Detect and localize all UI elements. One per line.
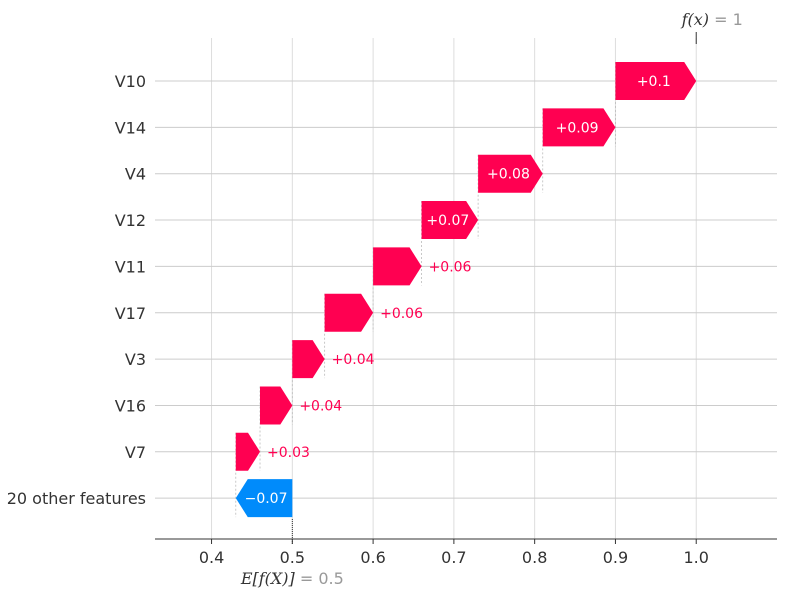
bar-6: [292, 340, 325, 379]
output-label: f(x): [681, 10, 709, 29]
feature-label-2: V4: [125, 165, 146, 184]
bar-4: [373, 247, 422, 286]
value-label-0: +0.1: [637, 74, 671, 90]
value-label-5: +0.06: [380, 306, 423, 322]
base-value-text: = 0.5: [295, 569, 344, 588]
feature-label-6: V3: [125, 350, 146, 369]
x-tick-label-3: 0.7: [441, 548, 466, 567]
feature-label-4: V11: [115, 257, 146, 276]
bar-5: [324, 293, 374, 332]
value-label-6: +0.04: [332, 352, 375, 368]
bar-1: [542, 108, 616, 147]
value-label-3: +0.07: [426, 213, 469, 229]
bar-9: [235, 479, 293, 518]
feature-label-9: 20 other features: [7, 489, 146, 508]
value-label-7: +0.04: [299, 398, 342, 414]
value-label-4: +0.06: [429, 259, 472, 275]
feature-label-8: V7: [125, 443, 146, 462]
expected-label: E[f(X)]: [240, 569, 296, 588]
x-tick-label-6: 1.0: [683, 548, 708, 567]
value-label-9: −0.07: [245, 491, 288, 507]
output-value-text: = 1: [709, 10, 743, 29]
x-tick-label-1: 0.5: [280, 548, 305, 567]
feature-label-7: V16: [115, 396, 146, 415]
x-tick-label-2: 0.6: [360, 548, 385, 567]
x-tick-label-0: 0.4: [199, 548, 224, 567]
x-tick-label-5: 0.9: [603, 548, 628, 567]
feature-label-3: V12: [115, 211, 146, 230]
feature-label-1: V14: [115, 118, 146, 137]
bar-2: [478, 154, 543, 193]
x-tick-label-4: 0.8: [522, 548, 547, 567]
bar-3: [421, 201, 479, 240]
bar-0: [615, 62, 697, 100]
output-value-label: f(x) = 1: [681, 10, 743, 29]
value-label-8: +0.03: [267, 445, 310, 461]
value-label-2: +0.08: [487, 167, 530, 183]
base-value-label: E[f(X)] = 0.5: [240, 569, 344, 588]
feature-label-5: V17: [115, 304, 146, 323]
bar-8: [235, 432, 261, 471]
feature-label-0: V10: [115, 72, 146, 91]
value-label-1: +0.09: [556, 120, 599, 136]
bar-7: [260, 386, 293, 425]
